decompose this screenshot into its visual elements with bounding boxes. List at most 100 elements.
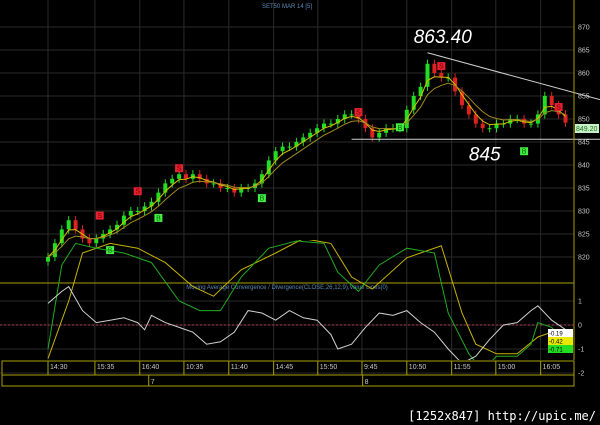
candle-body [308, 132, 313, 138]
price-tick-label: 845 [578, 140, 590, 147]
price-tick-label: 865 [578, 48, 590, 55]
sell-label: S [356, 110, 361, 117]
candle-body [87, 238, 92, 244]
price-tick-label: 840 [578, 163, 590, 170]
candle-body [197, 174, 202, 179]
candle-body [563, 114, 568, 123]
sell-label: S [556, 105, 561, 112]
candle-body [384, 128, 389, 133]
candle-body [487, 128, 492, 130]
macd-value-box [548, 345, 573, 353]
time-tick-label: 14:45 [276, 364, 294, 371]
buy-marker [154, 213, 163, 222]
sell-marker [554, 103, 563, 112]
candle-body [411, 96, 416, 110]
price-annotation: 845 [469, 144, 501, 165]
sell-label: S [135, 189, 140, 196]
candle-body [287, 146, 292, 148]
sell-label: S [177, 166, 182, 173]
candle-body [218, 183, 223, 188]
candle-body [121, 215, 126, 225]
price-tick-label: 855 [578, 94, 590, 101]
macd-tick-label: -1 [578, 347, 584, 354]
candle-body [135, 211, 140, 212]
sell-signal: S [354, 108, 363, 117]
candle-body [349, 114, 354, 116]
price-tick-label: 835 [578, 186, 590, 193]
candle-body [142, 206, 147, 211]
time-tick-label: 16:40 [142, 364, 160, 371]
date-axis [1, 374, 575, 387]
sell-label: S [439, 64, 444, 71]
price-tick-label: 860 [578, 71, 590, 78]
macd-value-label: -0.42 [549, 339, 563, 345]
price-tick-label: 870 [578, 25, 590, 32]
time-tick-label: 15:50 [320, 364, 338, 371]
time-tick-label: 11:55 [454, 364, 471, 371]
candle-body [473, 114, 478, 124]
time-tick-label: 10:35 [186, 364, 204, 371]
candle-body [232, 188, 237, 193]
price-tick-label: 850 [578, 117, 590, 124]
price-tick-label: 820 [578, 255, 590, 262]
macd-tick-label: 0 [578, 323, 582, 330]
buy-marker [257, 194, 266, 203]
candle-body [322, 123, 326, 129]
candle-body [370, 128, 375, 138]
sell-marker [175, 164, 184, 173]
macd-series-line [47, 240, 566, 360]
sell-label: S [97, 213, 102, 220]
macd-value-box [548, 329, 573, 337]
buy-label: B [522, 149, 527, 156]
sell-marker [354, 108, 363, 117]
chart-title: SET50 MAR 14 [5] [262, 4, 312, 10]
buy-label: B [398, 125, 403, 132]
macd-series-line [47, 240, 566, 359]
sell-signal: S [554, 103, 563, 112]
candle-body [439, 73, 444, 78]
candle-body [156, 192, 161, 202]
candle-body [480, 123, 485, 129]
macd-series-line [47, 285, 566, 360]
candle-body [529, 123, 533, 125]
price-tick-label: 825 [578, 232, 590, 239]
candle-body [66, 220, 71, 230]
candle-body [356, 114, 361, 119]
candle-body [163, 183, 168, 193]
time-tick-label: 11:40 [231, 364, 248, 371]
candle-body [46, 257, 50, 262]
macd-value-label: -0.71 [549, 347, 563, 353]
price-tick-label: 830 [578, 209, 590, 216]
buy-signal: B [395, 123, 404, 132]
candle-body [73, 220, 78, 230]
time-tick-label: 16:05 [543, 364, 561, 371]
candle-body [94, 238, 99, 244]
price-annotation: 863.40 [414, 27, 473, 48]
macd-tick-label: 1 [578, 299, 582, 306]
buy-label: B [156, 215, 161, 222]
sell-signal: S [133, 187, 142, 196]
buy-marker [520, 147, 529, 156]
sell-signal: S [437, 62, 446, 71]
sell-signal: S [175, 164, 184, 173]
buy-marker [395, 123, 404, 132]
candle-body [542, 96, 547, 115]
date-tick-label: 7 [151, 379, 155, 386]
candle-body [115, 224, 119, 230]
ma-fast-line [47, 76, 566, 258]
ma-slow-line [47, 82, 566, 258]
candle-body [149, 201, 154, 207]
candle-body [335, 119, 340, 124]
candle-body [59, 229, 64, 244]
candle-body [177, 174, 182, 179]
candle-body [294, 142, 299, 147]
candle-body [466, 105, 471, 115]
candle-body [259, 174, 264, 184]
buy-signal: B [520, 147, 529, 156]
candle-body [432, 63, 437, 73]
macd-value-label: -0.19 [549, 331, 563, 337]
candle-body [425, 63, 430, 87]
candle-body [328, 123, 333, 125]
candle-body [170, 178, 175, 184]
